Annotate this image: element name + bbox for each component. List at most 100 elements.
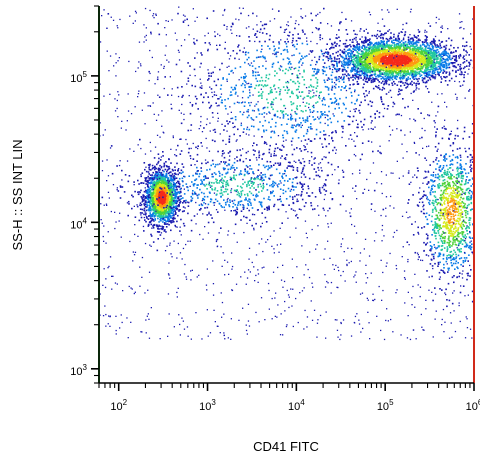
event-dot: [402, 65, 405, 68]
event-dot: [408, 73, 411, 76]
event-dot: [388, 67, 391, 69]
event-dot: [394, 63, 396, 65]
event-dot: [379, 42, 382, 45]
event-dot: [441, 53, 444, 55]
event-dot: [160, 200, 162, 203]
event-dot: [171, 221, 174, 223]
event-dot: [424, 35, 427, 37]
event-dot: [432, 53, 434, 56]
event-dot: [432, 61, 435, 64]
event-dot: [426, 72, 429, 75]
event-dot: [159, 225, 161, 227]
event-dot: [417, 39, 420, 41]
event-dot: [433, 56, 435, 58]
event-dot: [373, 59, 375, 62]
event-dot: [419, 51, 421, 53]
event-dot: [448, 72, 451, 75]
event-dot: [438, 53, 441, 55]
event-dot: [161, 228, 163, 230]
event-dot: [149, 208, 151, 210]
event-dot: [442, 69, 445, 71]
event-dot: [397, 42, 399, 45]
event-dot: [377, 54, 380, 57]
event-dot: [367, 68, 369, 71]
event-dot: [389, 36, 392, 38]
event-dot: [436, 71, 439, 73]
event-dot: [389, 64, 391, 67]
event-dot: [341, 63, 343, 65]
event-dot: [440, 62, 443, 65]
event-dot: [423, 77, 426, 79]
event-dot: [369, 77, 371, 80]
event-dot: [146, 197, 149, 199]
event-dot: [158, 212, 160, 214]
event-dot: [162, 181, 164, 183]
event-dot: [434, 51, 437, 53]
event-dot: [395, 71, 397, 73]
event-dot: [353, 45, 356, 47]
event-dot: [367, 43, 370, 45]
event-dot: [392, 76, 394, 78]
event-dot: [140, 175, 142, 178]
event-dot: [417, 58, 419, 61]
event-dot: [396, 43, 398, 45]
event-dot: [343, 52, 346, 55]
event-dot: [411, 80, 413, 83]
event-dot: [373, 69, 375, 72]
event-dot: [430, 56, 432, 59]
event-dot: [407, 57, 409, 59]
event-dot: [154, 205, 156, 207]
event-dot: [335, 51, 338, 54]
event-dot: [168, 202, 171, 205]
event-dot: [341, 68, 344, 71]
event-dot: [150, 205, 153, 207]
event-dot: [461, 73, 463, 75]
event-dot: [380, 55, 383, 57]
event-dot: [157, 238, 159, 240]
event-dot: [366, 39, 369, 42]
event-dot: [384, 32, 386, 35]
event-dot: [370, 57, 373, 59]
event-dot: [383, 53, 385, 55]
event-dot: [161, 212, 164, 215]
event-dot: [448, 66, 451, 69]
event-dot: [445, 67, 448, 70]
event-dot: [369, 64, 371, 66]
event-dot: [393, 65, 396, 67]
event-dot: [358, 64, 360, 67]
event-dot: [413, 82, 415, 84]
event-dot: [151, 194, 153, 197]
event-dot: [390, 65, 392, 68]
event-dot: [391, 55, 394, 57]
event-dot: [462, 45, 464, 47]
event-dot: [169, 197, 171, 199]
event-dot: [392, 69, 395, 72]
event-dot: [383, 60, 385, 62]
event-dot: [405, 22, 408, 25]
event-dot: [421, 52, 423, 54]
event-dot: [169, 185, 171, 188]
event-dot: [346, 45, 348, 47]
event-dot: [370, 41, 372, 44]
event-dot: [384, 75, 387, 77]
event-dot: [131, 194, 133, 197]
event-dot: [341, 55, 343, 58]
event-dot: [148, 179, 151, 181]
event-dot: [381, 72, 383, 74]
event-dot: [354, 66, 357, 69]
event-dot: [410, 52, 412, 54]
event-dot: [369, 71, 371, 74]
event-dot: [367, 50, 370, 52]
event-dot: [391, 52, 393, 54]
event-dot: [347, 73, 349, 75]
event-dot: [174, 192, 177, 194]
event-dot: [150, 206, 152, 208]
event-dot: [452, 51, 455, 54]
event-dot: [412, 53, 415, 55]
event-dot: [350, 76, 352, 79]
event-dot: [374, 78, 376, 80]
event-dot: [161, 203, 164, 206]
event-dot: [177, 197, 180, 200]
event-dot: [433, 42, 436, 45]
